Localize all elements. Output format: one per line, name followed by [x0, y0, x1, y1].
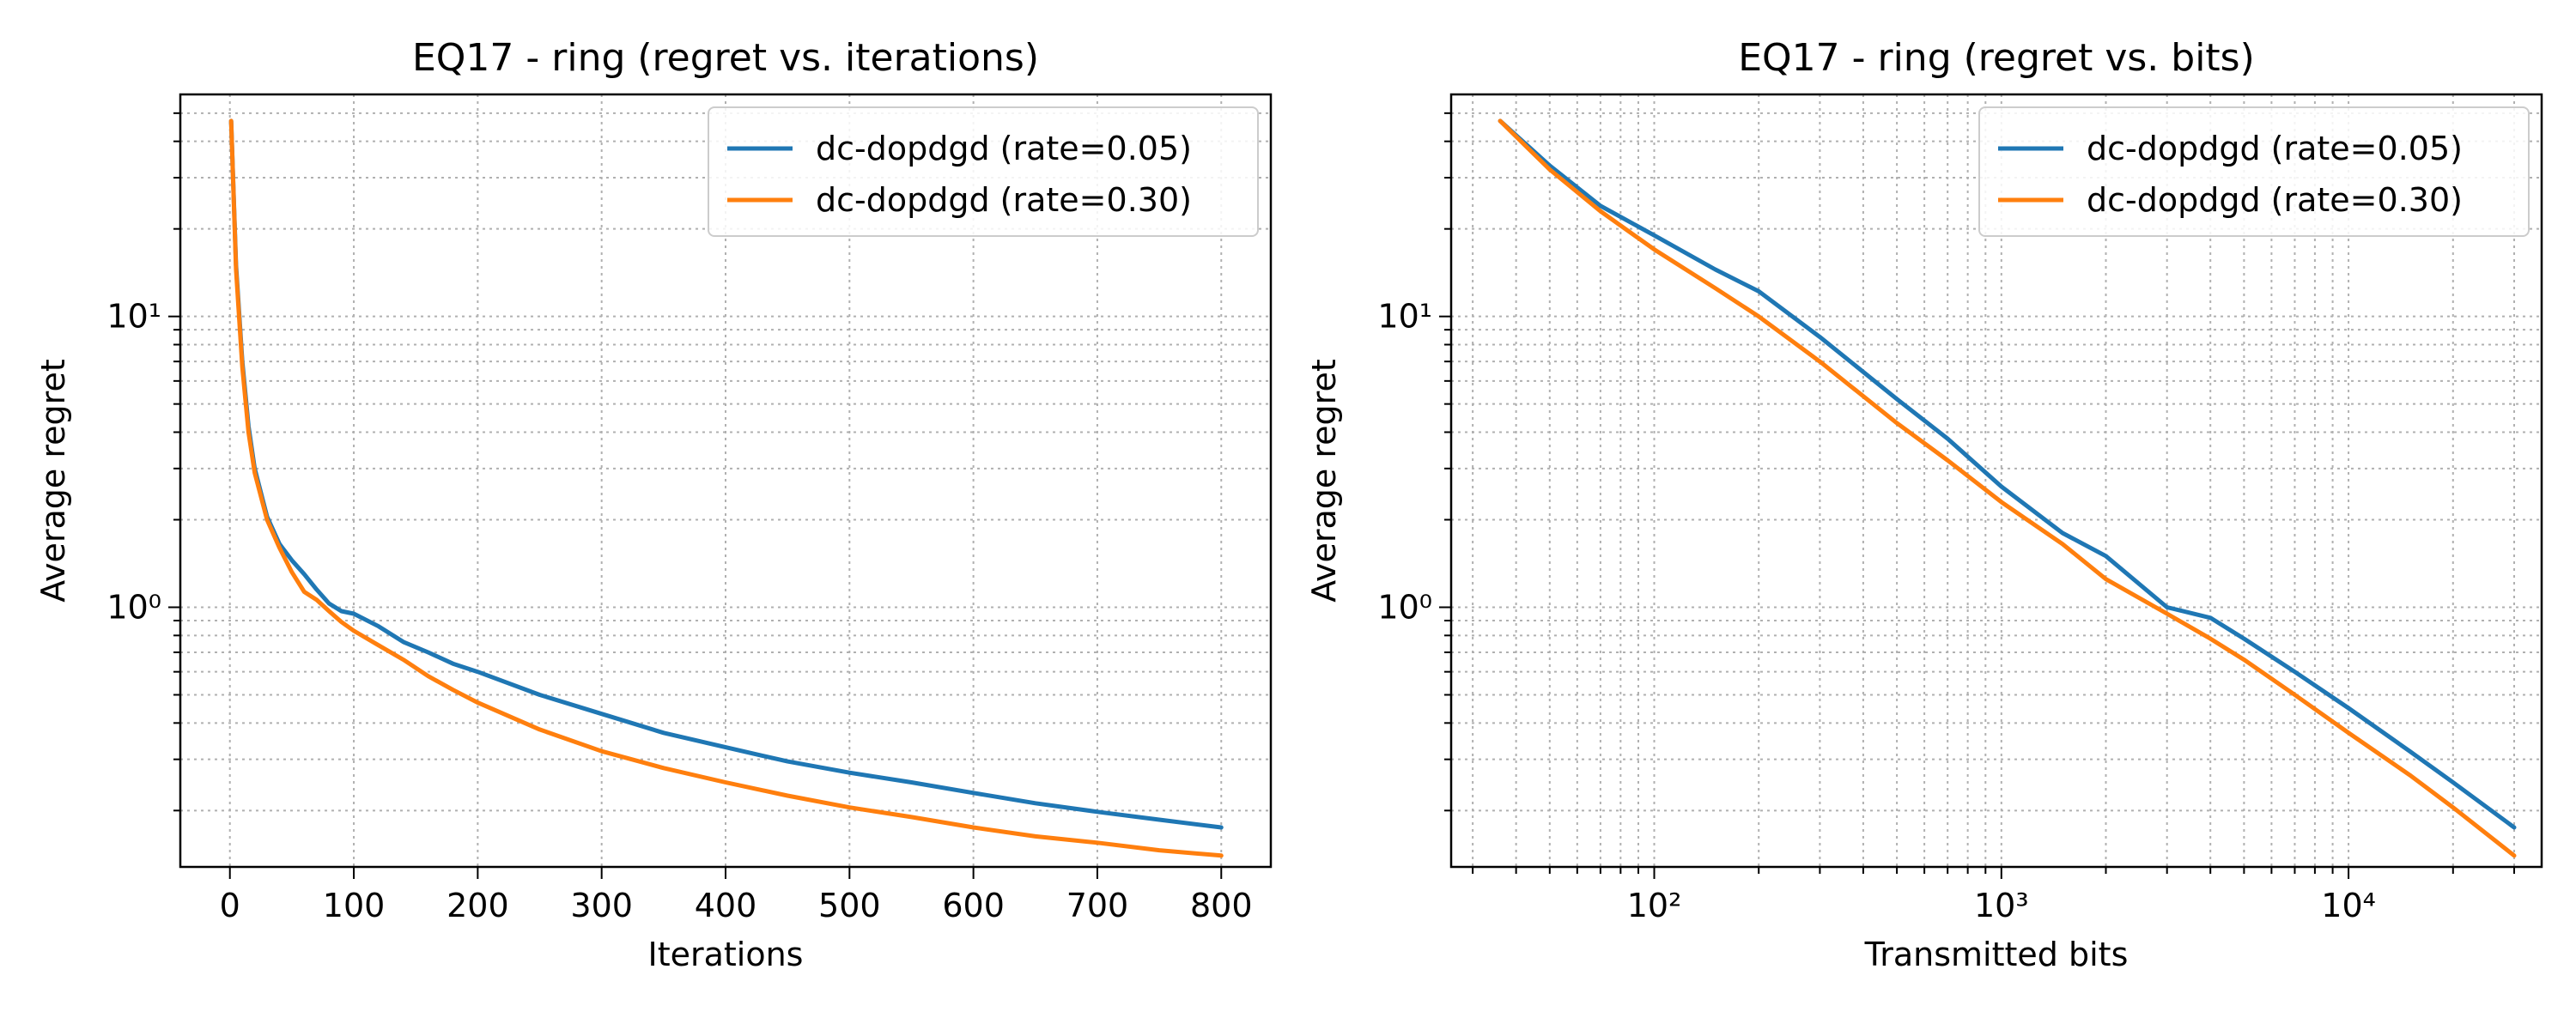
x-tick-label: 700	[1066, 887, 1129, 924]
x-tick-label: 0	[220, 887, 240, 924]
y-tick-label: 10¹	[106, 298, 161, 336]
right-chart-panel: 10² 10³ 10⁴ 10⁰ 10¹ EQ17 - ring (regret vs. b…	[1305, 36, 2543, 973]
x-tick-label: 10²	[1627, 887, 1682, 924]
x-tick-label: 300	[570, 887, 633, 924]
plot-frame	[1449, 93, 2543, 869]
x-tick-label: 400	[695, 887, 757, 924]
series-line-rate-030	[1498, 118, 2517, 858]
series-line-rate-030	[228, 118, 1224, 858]
legend-label: dc-dopdgd (rate=0.30)	[816, 181, 1192, 219]
series-line-rate-005	[1498, 118, 2517, 830]
left-chart-panel: 0 100 200 300 400 500 600 700 800 10⁰ 10¹ EQ17 - ri…	[34, 36, 1273, 973]
x-tick-label: 600	[942, 887, 1005, 924]
legend-label: dc-dopdgd (rate=0.05)	[816, 130, 1192, 167]
legend: dc-dopdgd (rate=0.05) dc-dopdgd (rate=0.3…	[708, 106, 1259, 237]
y-tick-label: 10⁰	[106, 588, 161, 626]
x-axis-label: Transmitted bits	[1864, 936, 2129, 973]
chart-title: EQ17 - ring (regret vs. iterations)	[412, 36, 1039, 80]
legend: dc-dopdgd (rate=0.05) dc-dopdgd (rate=0.3…	[1978, 106, 2530, 237]
y-axis-label: Average regret	[1305, 359, 1343, 602]
y-tick-label: 10⁰	[1377, 588, 1432, 626]
x-tick-label: 800	[1190, 887, 1253, 924]
x-tick-label: 10³	[1974, 887, 2029, 924]
x-tick-label: 500	[818, 887, 881, 924]
legend-label: dc-dopdgd (rate=0.30)	[2087, 181, 2463, 219]
chart-title: EQ17 - ring (regret vs. bits)	[1738, 36, 2255, 80]
legend-label: dc-dopdgd (rate=0.05)	[2087, 130, 2463, 167]
x-tick-label: 200	[447, 887, 509, 924]
legend-box	[1978, 106, 2530, 237]
y-axis-label: Average regret	[34, 359, 72, 602]
x-axis-label: Iterations	[648, 936, 804, 973]
x-tick-label: 10⁴	[2321, 887, 2376, 924]
series-lines	[228, 118, 1224, 858]
x-tick-label: 100	[323, 887, 386, 924]
y-tick-label: 10¹	[1377, 298, 1432, 336]
series-lines	[1498, 118, 2517, 858]
legend-box	[708, 106, 1259, 237]
